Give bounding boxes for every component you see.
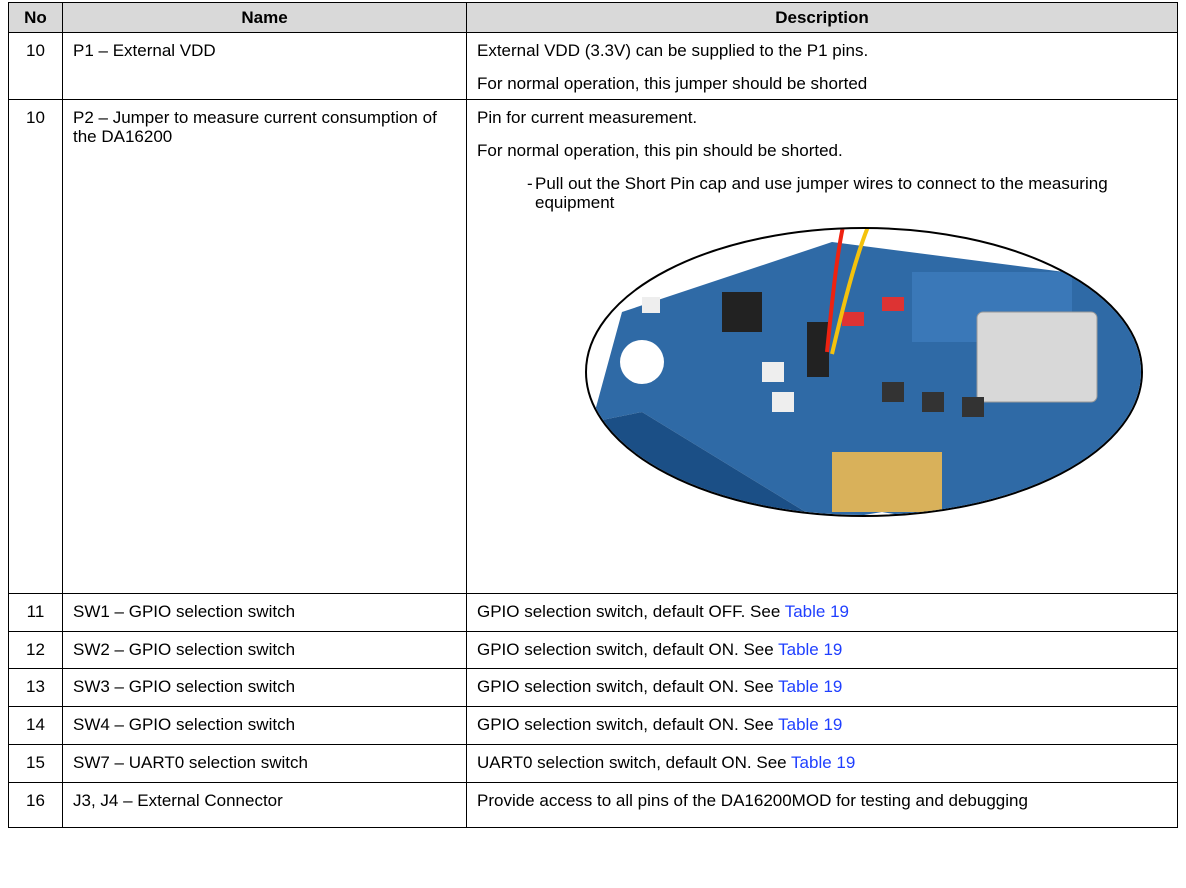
- description-paragraph: GPIO selection switch, default ON. See T…: [477, 677, 1167, 696]
- table-row: 13 SW3 – GPIO selection switch GPIO select…: [8, 668, 1178, 707]
- row-description: GPIO selection switch, default OFF. See …: [466, 593, 1178, 632]
- row-description: GPIO selection switch, default ON. See T…: [466, 668, 1178, 707]
- bullet-text: Pull out the Short Pin cap and use jumpe…: [535, 174, 1108, 212]
- row-name: SW3 – GPIO selection switch: [62, 668, 467, 707]
- row-number: 16: [8, 782, 63, 828]
- table-row: 10 P2 – Jumper to measure current consump…: [8, 99, 1178, 594]
- description-text: UART0 selection switch, default ON. See: [477, 753, 792, 772]
- row-number: 15: [8, 744, 63, 783]
- row-number: 14: [8, 706, 63, 745]
- description-paragraph: GPIO selection switch, default OFF. See …: [477, 602, 1167, 621]
- bullet-marker: -: [527, 174, 533, 193]
- table-row: 16 J3, J4 – External Connector Provide acc…: [8, 782, 1178, 828]
- row-description: Provide access to all pins of the DA1620…: [466, 782, 1178, 828]
- row-number: 12: [8, 631, 63, 669]
- row-description: UART0 selection switch, default ON. See …: [466, 744, 1178, 783]
- description-paragraph: GPIO selection switch, default ON. See T…: [477, 715, 1167, 734]
- description-text: Provide access to all pins of the DA1620…: [477, 791, 1028, 810]
- table-row: 11 SW1 – GPIO selection switch GPIO select…: [8, 593, 1178, 632]
- description-paragraph: External VDD (3.3V) can be supplied to t…: [477, 41, 869, 60]
- bullet-item: - Pull out the Short Pin cap and use jump…: [477, 174, 1167, 212]
- table-link[interactable]: Table 19: [791, 753, 856, 772]
- row-number: 11: [8, 593, 63, 632]
- row-number: 10: [8, 99, 63, 594]
- table-body: 10 P1 – External VDD External VDD (3.3V) c…: [8, 32, 1178, 828]
- description-text: GPIO selection switch, default ON. See: [477, 715, 779, 734]
- table: No Name Description 10 P1 – External VDD Ext…: [8, 2, 1178, 828]
- header-cell: Name: [62, 2, 467, 33]
- table-row: 15 SW7 – UART0 selection switch UART0 sele…: [8, 744, 1178, 783]
- description-paragraph: For normal operation, this jumper should…: [477, 74, 868, 93]
- description-paragraph: For normal operation, this pin should be…: [477, 141, 843, 160]
- row-number: 10: [8, 32, 63, 100]
- row-name: P2 – Jumper to measure current consumpti…: [62, 99, 467, 594]
- row-name: P1 – External VDD: [62, 32, 467, 100]
- row-name: SW1 – GPIO selection switch: [62, 593, 467, 632]
- description-text: GPIO selection switch, default ON. See: [477, 640, 779, 659]
- board-photo: [585, 227, 1143, 517]
- header-cell: No: [8, 2, 63, 33]
- description-paragraph: Provide access to all pins of the DA1620…: [477, 791, 1167, 810]
- row-name: SW7 – UART0 selection switch: [62, 744, 467, 783]
- table-row: 10 P1 – External VDD External VDD (3.3V) c…: [8, 32, 1178, 100]
- row-description: External VDD (3.3V) can be supplied to t…: [466, 32, 1178, 100]
- row-description: Pin for current measurement. For normal o…: [466, 99, 1178, 594]
- description-paragraph: Pin for current measurement.: [477, 108, 698, 127]
- row-name: J3, J4 – External Connector: [62, 782, 467, 828]
- header-cell: Description: [466, 2, 1178, 33]
- row-name: SW4 – GPIO selection switch: [62, 706, 467, 745]
- table-row: 14 SW4 – GPIO selection switch GPIO select…: [8, 706, 1178, 745]
- row-description: GPIO selection switch, default ON. See T…: [466, 706, 1178, 745]
- table-link[interactable]: Table 19: [778, 640, 843, 659]
- table-row: 12 SW2 – GPIO selection switch GPIO select…: [8, 631, 1178, 669]
- description-text: GPIO selection switch, default ON. See: [477, 677, 779, 696]
- table-link[interactable]: Table 19: [778, 677, 843, 696]
- row-description: GPIO selection switch, default ON. See T…: [466, 631, 1178, 669]
- table-link[interactable]: Table 19: [784, 602, 849, 621]
- header-row: No Name Description: [8, 2, 1178, 33]
- description-text: GPIO selection switch, default OFF. See: [477, 602, 785, 621]
- row-number: 13: [8, 668, 63, 707]
- table-link[interactable]: Table 19: [778, 715, 843, 734]
- description-paragraph: GPIO selection switch, default ON. See T…: [477, 640, 1167, 659]
- row-name: SW2 – GPIO selection switch: [62, 631, 467, 669]
- description-paragraph: UART0 selection switch, default ON. See …: [477, 753, 1167, 772]
